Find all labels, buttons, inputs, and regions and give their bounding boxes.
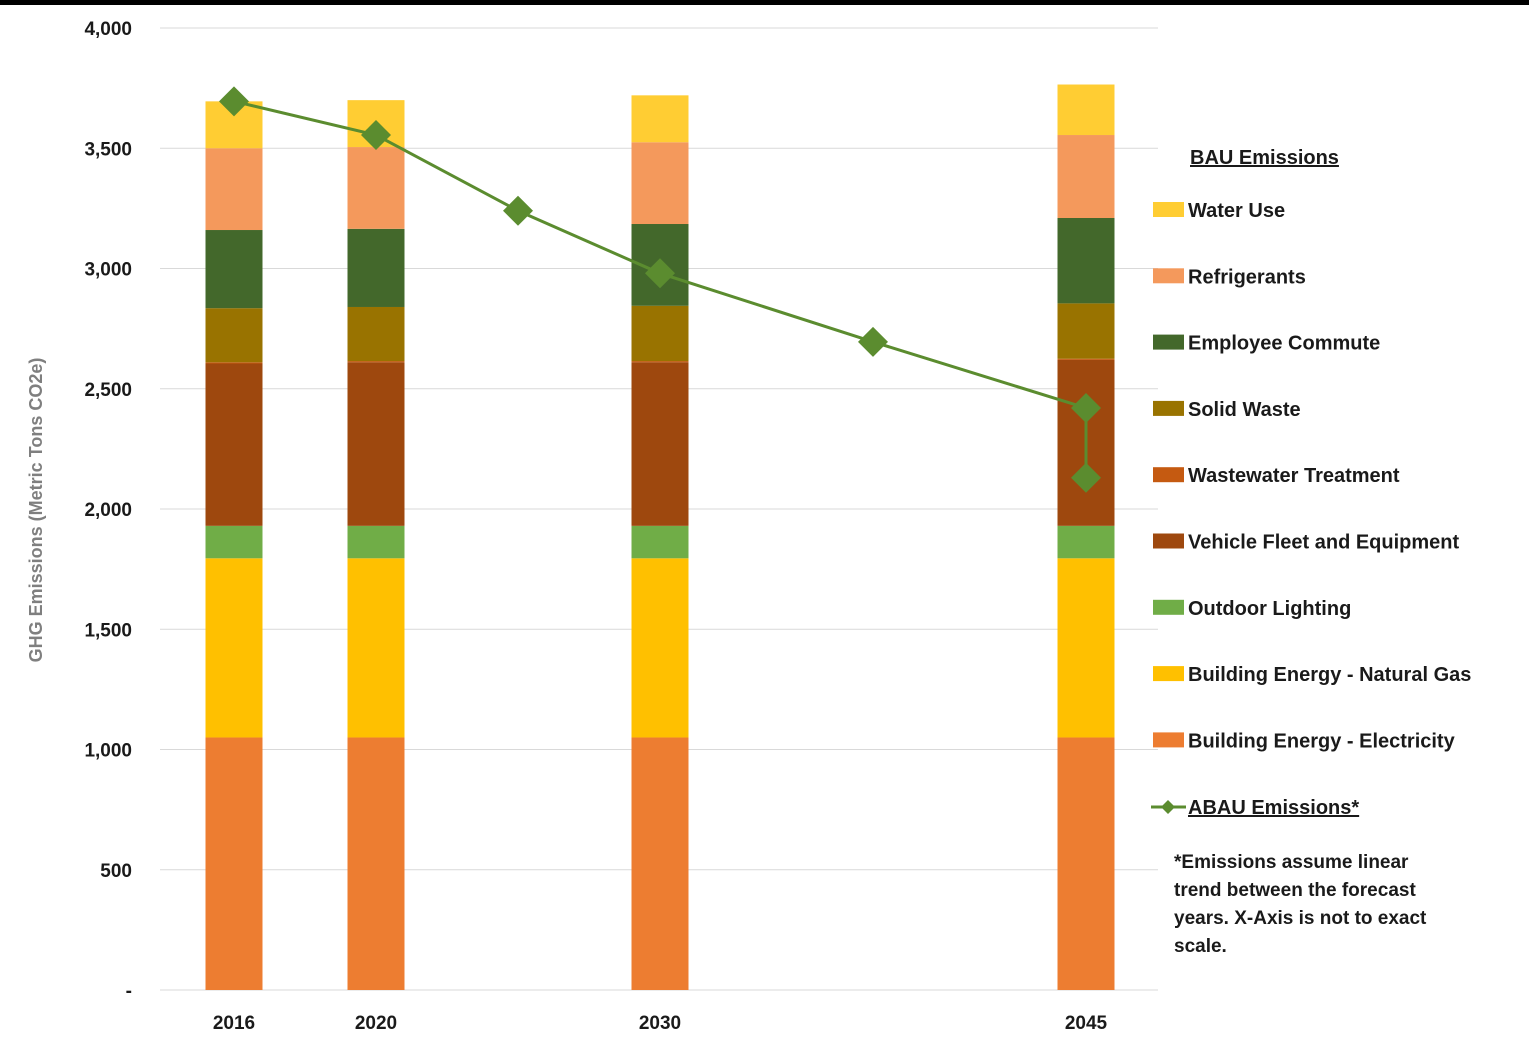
legend-label: ABAU Emissions* (1188, 797, 1359, 819)
x-tick-label: 2016 (213, 1013, 255, 1034)
x-tick-label: 2045 (1065, 1013, 1108, 1034)
bar-segment (347, 525, 405, 559)
bar-segment (347, 147, 405, 229)
y-tick-label: 1,500 (84, 620, 132, 641)
legend-swatch (1153, 732, 1184, 748)
bar-segment (205, 737, 263, 990)
legend-swatch (1153, 202, 1184, 217)
y-axis-label: GHG Emissions (Metric Tons CO2e) (26, 358, 46, 663)
bar-segment (1057, 558, 1115, 738)
y-tick-label: 2,000 (84, 500, 132, 521)
legend-swatch (1153, 599, 1184, 615)
bar-segment (631, 558, 689, 738)
footnote-line: *Emissions assume linear (1174, 852, 1409, 873)
legend-label: Refrigerants (1188, 266, 1306, 288)
legend-swatch (1153, 666, 1184, 682)
y-tick-label: 2,500 (84, 380, 132, 401)
footnote-line: trend between the forecast (1174, 880, 1416, 901)
bar-segment (631, 305, 689, 362)
y-tick-label: 4,000 (84, 19, 132, 40)
bar-segment (205, 363, 263, 526)
legend-line-marker (1161, 800, 1175, 814)
y-tick-label: - (126, 981, 132, 1002)
bar-segment (1057, 525, 1115, 559)
y-tick-label: 3,500 (84, 139, 132, 160)
abau-point (858, 326, 888, 357)
abau-point (1071, 392, 1101, 423)
y-tick-label: 500 (100, 861, 132, 882)
abau-point (219, 86, 249, 117)
bar-segment (347, 362, 405, 526)
legend-title: BAU Emissions (1190, 147, 1339, 169)
bar-segment (205, 308, 263, 363)
bar-segment (205, 362, 263, 364)
legend-swatch (1153, 400, 1184, 416)
abau-point (361, 120, 391, 151)
bar-segment (1057, 217, 1115, 304)
x-axis-ticks: 2016 2020 2030 2045 (213, 1013, 1108, 1034)
bar-segment (631, 525, 689, 559)
bar-segment (631, 361, 689, 363)
bar-segment (1057, 303, 1115, 359)
legend: BAU Emissions Water Use Refrigerants Emplo… (1151, 147, 1471, 819)
legend-label: Solid Waste (1188, 399, 1301, 421)
legend-label: Vehicle Fleet and Equipment (1188, 532, 1460, 554)
bar-segment (631, 737, 689, 990)
bar-segment (205, 525, 263, 559)
legend-swatch (1153, 268, 1184, 284)
legend-label: Building Energy - Electricity (1188, 730, 1456, 752)
legend-swatch (1153, 467, 1184, 483)
y-tick-label: 1,000 (84, 741, 132, 762)
footnote-line: scale. (1174, 936, 1227, 957)
legend-label: Outdoor Lighting (1188, 598, 1351, 620)
bar-segment (631, 142, 689, 225)
abau-point (1071, 462, 1101, 493)
bar-segment (205, 148, 263, 231)
bar-segment (1057, 358, 1115, 360)
abau-point (503, 195, 533, 226)
bar-segment (1057, 135, 1115, 218)
footnote-line: years. X-Axis is not to exact (1174, 908, 1427, 929)
bar-segment (1057, 84, 1115, 136)
footnote: *Emissions assume linear trend between th… (1174, 852, 1427, 957)
top-border (0, 0, 1529, 5)
y-axis-ticks: - 500 1,000 1,500 2,000 2,500 3,000 3,500 4,000 (84, 19, 132, 1002)
legend-label: Wastewater Treatment (1188, 465, 1400, 487)
legend-swatch (1153, 533, 1184, 549)
bar-segment (631, 362, 689, 526)
legend-label: Water Use (1188, 200, 1285, 222)
legend-label: Building Energy - Natural Gas (1188, 664, 1471, 686)
bar-segment (347, 306, 405, 362)
bar-segment (347, 361, 405, 363)
bar-segment (347, 558, 405, 738)
abau-line (219, 86, 1101, 493)
x-tick-label: 2020 (355, 1013, 397, 1034)
legend-label: Employee Commute (1188, 333, 1380, 355)
abau-point (645, 258, 675, 289)
gridlines (160, 27, 1158, 991)
bar-segment (347, 228, 405, 307)
x-tick-label: 2030 (639, 1013, 681, 1034)
bar-segment (205, 230, 263, 309)
legend-swatch (1153, 334, 1184, 350)
bar-segment (205, 558, 263, 738)
bar-segment (631, 95, 689, 143)
stacked-bars (205, 84, 1115, 990)
y-tick-label: 3,000 (84, 260, 132, 281)
bar-segment (347, 737, 405, 990)
bar-segment (1057, 737, 1115, 990)
